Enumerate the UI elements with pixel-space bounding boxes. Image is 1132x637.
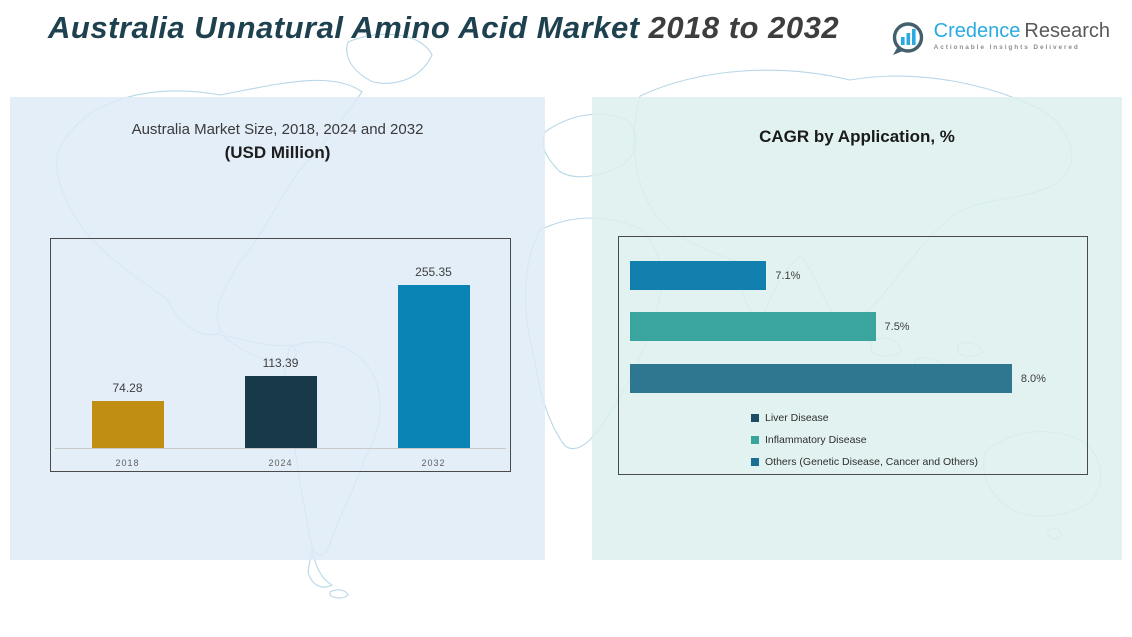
bar-value-label: 255.35 (415, 265, 452, 279)
hbar-value-label: 7.5% (884, 320, 910, 333)
page-title: Australia Unnatural Amino Acid Market 20… (48, 8, 878, 48)
logo-brand: Credence Research (934, 20, 1110, 42)
bar-value-label: 74.28 (112, 381, 143, 395)
bar-2018 (91, 401, 164, 449)
market-size-panel: Australia Market Size, 2018, 2024 and 20… (10, 97, 545, 560)
x-axis-line (55, 448, 506, 449)
legend-label: Others (Genetic Disease, Cancer and Othe… (765, 456, 979, 468)
hbar-value-label: 7.1% (775, 269, 801, 282)
page-title-market-part: Australia Unnatural Amino Acid Market (48, 10, 649, 45)
page-title-years-part: 2018 to 2032 (648, 10, 840, 45)
bar-2032 (397, 285, 470, 449)
legend-label: Inflammatory Disease (765, 434, 867, 446)
hbar-row: 8.0% (630, 364, 1083, 393)
logo-tagline: Actionable Insights Delivered (933, 44, 1080, 51)
bar-2024 (244, 376, 317, 449)
logo-brand-secondary: Research (1024, 20, 1110, 42)
market-size-heading-line2: (USD Million) (224, 143, 331, 162)
x-axis-category-labels: 2018 2024 2032 (51, 458, 510, 468)
x-axis-tick-label: 2018 (115, 458, 140, 468)
cagr-legend: Liver Disease Inflammatory Disease Others … (751, 407, 978, 473)
bar-value-label: 113.39 (262, 356, 299, 370)
bar-column-2018: 74.28 (51, 239, 204, 471)
map-misc-islands (329, 589, 349, 599)
credence-research-logo: Credence Research Actionable Insights Del… (889, 20, 1110, 58)
hbar-row: 7.5% (630, 312, 1083, 341)
cagr-chart: 7.1% 7.5% 8.0% Liver Disease Inflammatory D… (618, 236, 1088, 475)
x-axis-tick-label: 2024 (268, 458, 293, 468)
legend-marker-icon (751, 414, 759, 422)
market-size-plot-area: 74.28 113.39 255.35 (51, 239, 510, 471)
market-size-chart: 74.28 113.39 255.35 2018 2024 2032 (50, 238, 511, 472)
legend-label: Liver Disease (765, 412, 829, 424)
cagr-panel: CAGR by Application, % 7.1% 7.5% 8.0% Live… (592, 97, 1122, 560)
x-axis-tick-label: 2032 (421, 458, 446, 468)
hbar-2 (630, 312, 876, 341)
hbar-value-label: 8.0% (1020, 372, 1046, 385)
legend-marker-icon (751, 436, 759, 444)
bar-chart-bubble-icon (892, 22, 923, 55)
legend-item: Others (Genetic Disease, Cancer and Othe… (751, 451, 978, 473)
logo-brand-primary: Credence (933, 20, 1021, 42)
hbar-1 (630, 261, 767, 290)
bar-column-2032: 255.35 (357, 239, 510, 471)
map-sa-tail (307, 547, 334, 588)
bar-column-2024: 113.39 (204, 239, 357, 471)
hbar-3 (630, 364, 1012, 393)
market-size-heading-line1: Australia Market Size, 2018, 2024 and 20… (131, 121, 424, 138)
market-size-heading: Australia Market Size, 2018, 2024 and 20… (10, 121, 545, 163)
hbar-row: 7.1% (630, 261, 1083, 290)
legend-marker-icon (751, 458, 759, 466)
map-greenland (346, 33, 433, 84)
logo-text: Credence Research Actionable Insights Del… (934, 20, 1110, 51)
cagr-heading: CAGR by Application, % (759, 127, 955, 146)
legend-item: Inflammatory Disease (751, 429, 978, 451)
legend-item: Liver Disease (751, 407, 978, 429)
